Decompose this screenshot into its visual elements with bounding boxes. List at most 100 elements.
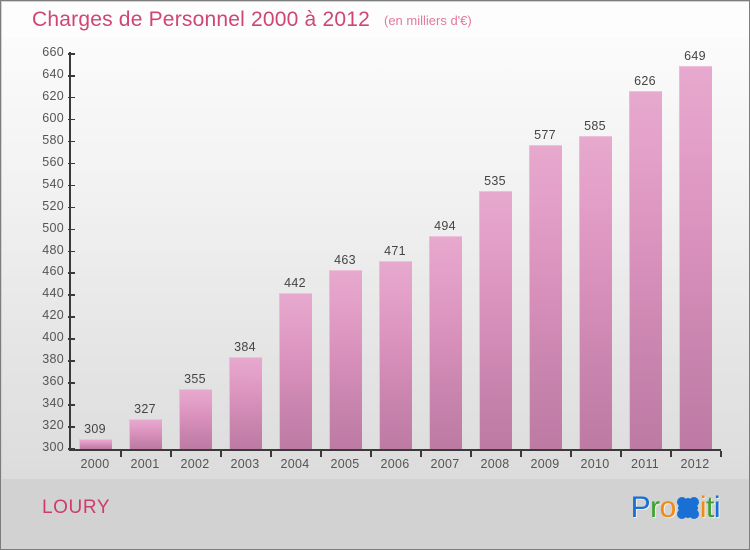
y-axis-tick: 500 xyxy=(2,220,78,236)
logo-letter: i xyxy=(713,491,721,524)
x-axis-tick-label: 2003 xyxy=(230,457,260,471)
logo-letter xyxy=(676,494,700,519)
y-axis-tick-label: 600 xyxy=(42,110,64,125)
bar[interactable] xyxy=(78,439,112,449)
footer: LOURY Pro iti xyxy=(2,479,749,549)
y-axis-tick-label: 340 xyxy=(42,396,64,411)
y-axis-tick-label: 380 xyxy=(42,352,64,367)
x-axis-tick-label: 2006 xyxy=(380,457,410,471)
x-axis-tick-mark xyxy=(170,451,172,457)
x-axis-tick-label: 2011 xyxy=(630,457,660,471)
logo-letter: r xyxy=(650,491,660,524)
y-axis-tick: 580 xyxy=(2,132,78,148)
bar[interactable] xyxy=(428,236,462,449)
y-axis-tick-label: 500 xyxy=(42,220,64,235)
bar[interactable] xyxy=(278,293,312,449)
x-axis-tick-mark xyxy=(620,451,622,457)
y-axis-tick-label: 540 xyxy=(42,176,64,191)
x-axis-tick-label: 2012 xyxy=(680,457,710,471)
y-axis-tick-label: 400 xyxy=(42,330,64,345)
bar-value-label: 585 xyxy=(584,119,606,134)
bar[interactable] xyxy=(628,91,662,449)
y-axis-tick: 400 xyxy=(2,330,78,345)
x-axis-tick-mark xyxy=(720,451,722,457)
logo-letter: t xyxy=(705,491,714,524)
y-axis-tick-mark xyxy=(68,316,75,318)
bar[interactable] xyxy=(678,66,712,449)
bar[interactable] xyxy=(128,419,162,449)
proxiti-logo[interactable]: Pro iti xyxy=(630,491,721,525)
bar-value-label: 384 xyxy=(234,339,256,354)
y-axis-tick-mark xyxy=(68,360,75,362)
bar-value-label: 535 xyxy=(484,174,506,189)
y-axis-tick-mark xyxy=(68,426,75,428)
x-axis-tick-mark xyxy=(370,451,372,457)
x-axis-tick-label: 2009 xyxy=(530,457,560,471)
x-axis-tick-label: 2001 xyxy=(130,457,160,471)
x-axis-tick-mark xyxy=(420,451,422,457)
title-bar: Charges de Personnel 2000 à 2012 (en mil… xyxy=(2,2,749,38)
bar-value-label: 577 xyxy=(534,128,556,143)
y-axis-tick: 480 xyxy=(2,242,78,258)
bar-value-label: 471 xyxy=(384,244,406,259)
bar-value-label: 494 xyxy=(434,219,456,234)
y-axis-tick-label: 440 xyxy=(42,286,64,301)
y-axis-tick-label: 560 xyxy=(42,154,64,169)
chart-subtitle: (en milliers d'€) xyxy=(383,12,472,28)
x-axis-line xyxy=(69,449,721,451)
y-axis-tick-label: 320 xyxy=(42,418,64,433)
y-axis-tick: 460 xyxy=(2,264,78,279)
bar-value-label: 626 xyxy=(634,74,656,89)
y-axis-tick-mark xyxy=(68,448,75,450)
bar[interactable] xyxy=(328,270,362,449)
y-axis-tick: 660 xyxy=(2,45,78,60)
y-axis-tick-label: 480 xyxy=(42,242,64,257)
y-axis-tick-label: 300 xyxy=(42,440,64,454)
y-axis-tick: 420 xyxy=(2,308,78,323)
y-axis-tick-mark xyxy=(68,118,75,121)
y-axis-tick: 380 xyxy=(2,352,78,367)
bar-value-label: 463 xyxy=(334,253,356,268)
bar[interactable] xyxy=(228,356,262,449)
bar[interactable] xyxy=(528,145,562,449)
y-axis-tick-mark xyxy=(68,140,75,143)
plot-area: Charges de Personnel 2000 à 2012 (en mil… xyxy=(2,2,749,479)
x-axis-tick-label: 2000 xyxy=(80,457,110,471)
bar-value-label: 309 xyxy=(84,422,106,437)
y-axis-tick-mark xyxy=(68,96,75,99)
logo-letter: P xyxy=(630,491,651,524)
y-axis-tick-label: 620 xyxy=(42,88,64,103)
bar[interactable] xyxy=(478,191,512,449)
x-axis-tick-mark xyxy=(120,451,122,457)
y-axis-tick-label: 660 xyxy=(42,45,64,59)
y-axis-tick-mark xyxy=(68,404,75,406)
y-axis-tick: 300 xyxy=(2,440,78,455)
x-axis-tick-mark xyxy=(220,451,222,457)
y-axis-tick-mark xyxy=(68,338,75,340)
y-axis-tick-mark xyxy=(68,74,75,77)
y-axis-tick-label: 420 xyxy=(42,308,64,323)
y-axis-tick-mark xyxy=(68,162,75,165)
y-axis-tick-label: 460 xyxy=(42,264,64,279)
x-axis-tick-label: 2008 xyxy=(480,457,510,471)
bar[interactable] xyxy=(178,388,212,449)
y-axis-tick: 520 xyxy=(2,199,78,214)
y-axis-tick-label: 580 xyxy=(42,132,64,147)
commune-label: LOURY xyxy=(42,497,111,518)
logo-letter: i xyxy=(699,491,707,524)
x-axis-tick-label: 2004 xyxy=(280,457,310,471)
y-axis-tick-mark xyxy=(68,184,75,187)
y-axis-tick-mark xyxy=(68,250,75,253)
x-axis-tick-label: 2005 xyxy=(330,457,360,471)
y-axis-tick: 360 xyxy=(2,375,78,389)
y-axis-tick-mark xyxy=(68,228,75,231)
bar[interactable] xyxy=(578,136,612,449)
y-axis-tick: 640 xyxy=(2,68,78,82)
y-axis-tick: 560 xyxy=(2,154,78,170)
y-axis-tick-mark xyxy=(68,272,75,275)
x-axis-tick-mark xyxy=(320,451,322,457)
x-axis-tick-label: 2007 xyxy=(430,457,460,471)
bar[interactable] xyxy=(378,261,412,449)
x-axis-tick-mark xyxy=(470,451,472,457)
